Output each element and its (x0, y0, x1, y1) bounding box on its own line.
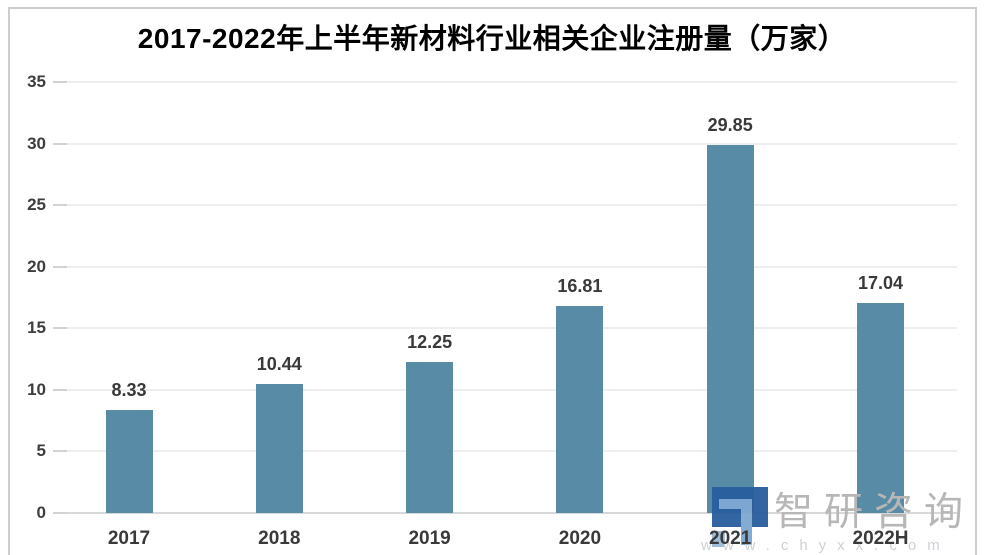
y-tick-label: 35 (27, 72, 46, 91)
y-tick-label: 15 (27, 318, 46, 338)
watermark-brand-text: 智研咨询 (774, 491, 975, 534)
gridline (53, 81, 957, 83)
y-axis-tick (53, 450, 67, 453)
x-tick-label: 2020 (558, 528, 602, 549)
y-axis-tick (53, 388, 67, 391)
chart-frame-border (8, 7, 977, 555)
gridline (53, 327, 957, 330)
zhiyan-logo-icon (712, 487, 768, 547)
gridline (53, 142, 957, 145)
gridline (53, 450, 957, 453)
x-tick-label: 2018 (258, 528, 301, 549)
y-axis-tick (53, 142, 67, 145)
x-axis-line (53, 512, 957, 514)
y-axis-tick (53, 512, 67, 514)
y-axis-tick (53, 81, 67, 83)
y-axis-tick (53, 327, 67, 330)
x-tick-label: 2017 (107, 528, 151, 549)
y-tick-label: 25 (27, 195, 46, 215)
watermark-site-url: www.chyxx.com (701, 537, 951, 554)
y-tick-label: 5 (36, 441, 46, 461)
bar-value-label: 8.33 (111, 380, 147, 401)
x-tick-label: 2019 (408, 528, 451, 549)
gridline (53, 204, 957, 207)
y-tick-label: 20 (27, 256, 46, 276)
gridline (53, 265, 957, 268)
bar-2021 (706, 145, 754, 513)
bar-value-label: 17.04 (857, 273, 904, 294)
y-axis-tick (53, 204, 67, 207)
x-tick-label: 2021 (709, 528, 752, 549)
x-tick-label: 2022H (852, 528, 909, 549)
bar-value-label: 29.85 (707, 115, 753, 136)
y-axis-tick (53, 265, 67, 268)
bar-value-label: 12.25 (407, 332, 453, 353)
bar-value-label: 10.44 (256, 354, 302, 375)
bar-2019 (406, 362, 454, 513)
bar-2017 (105, 410, 153, 513)
y-tick-label: 10 (27, 379, 46, 399)
bar-2022H (857, 303, 904, 513)
bar-value-label: 16.81 (557, 276, 603, 296)
y-tick-label: 30 (27, 133, 46, 153)
chart-title: 2017-2022年上半年新材料行业相关企业注册量（万家） (137, 23, 847, 54)
bar-2018 (255, 384, 303, 513)
gridline (53, 388, 957, 391)
bar-2020 (556, 306, 604, 513)
y-tick-label: 0 (36, 503, 46, 522)
